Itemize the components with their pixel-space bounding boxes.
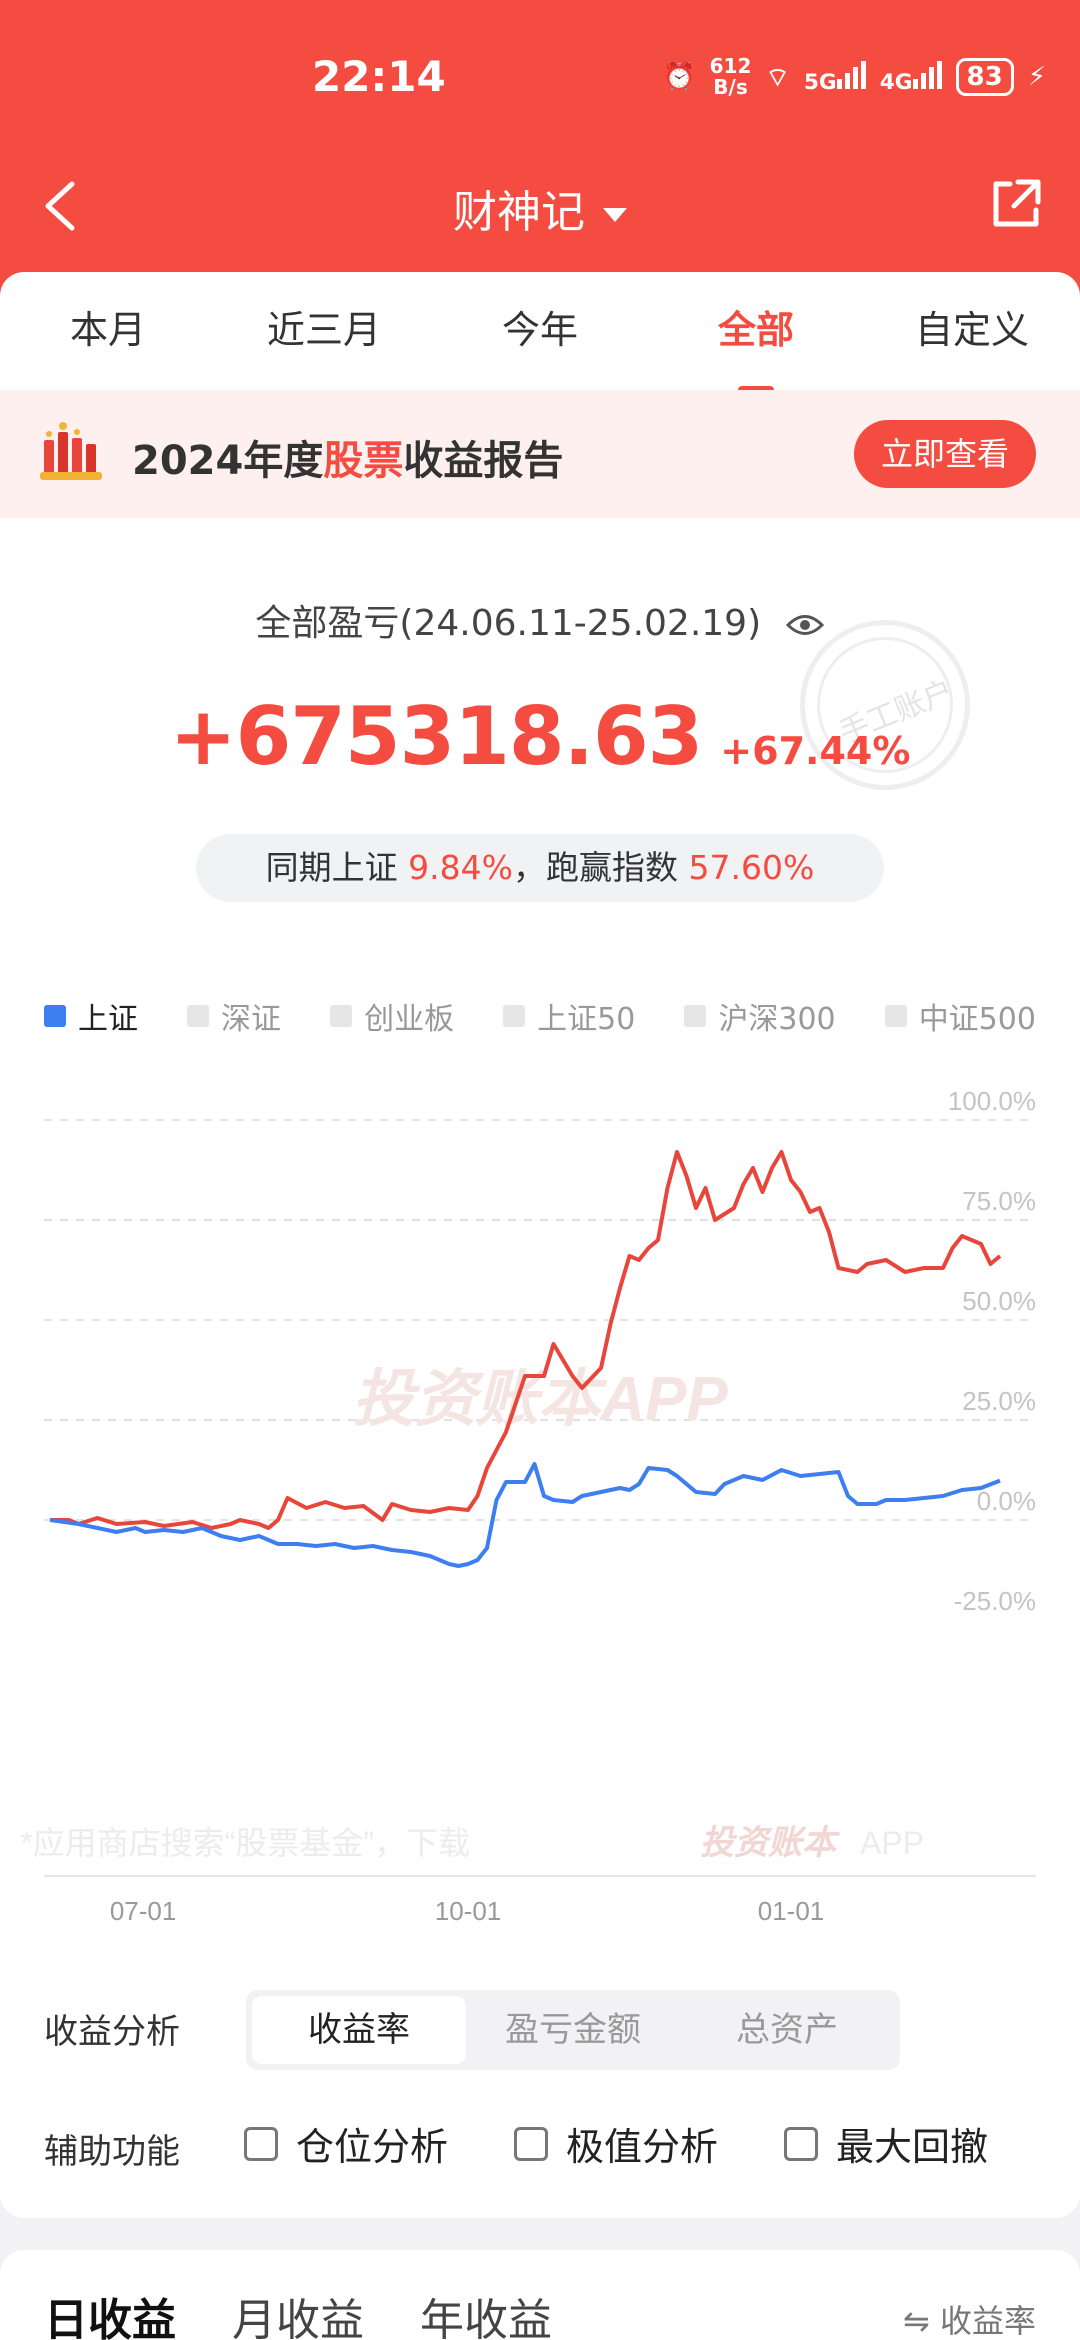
checkbox-icon: [44, 1005, 66, 1027]
checkbox-icon: [784, 2126, 818, 2161]
chart-footer-note: *应用商店搜索“股票基金”，下载: [20, 1825, 470, 1861]
x-tick-label: 07-01: [110, 1896, 177, 1926]
charging-icon: ⚡: [1027, 62, 1046, 92]
tab-last-three-months[interactable]: 近三月: [266, 308, 381, 352]
pl-amount: +675318.63: [169, 690, 704, 783]
checkbox-icon: [187, 1005, 210, 1027]
seg-total-assets[interactable]: 总资产: [736, 2010, 838, 2050]
status-bar: 22:14 ⏰ 612 B/s ⌔ 5G 4G 83 ⚡: [0, 0, 1080, 160]
manual-account-stamp: 手工账户: [800, 620, 970, 790]
y-tick-label: 50.0%: [962, 1286, 1036, 1316]
checkbox-icon: [244, 2126, 278, 2161]
battery-indicator: 83: [955, 58, 1014, 96]
period-tabs: 本月 近三月 今年 全部 自定义: [0, 300, 1080, 394]
aux-label: 辅助功能: [44, 2132, 180, 2172]
report-banner[interactable]: 2024年度股票收益报告 立即查看: [0, 390, 1080, 518]
legend-chinext[interactable]: 创业板: [330, 996, 454, 1037]
eye-icon[interactable]: [785, 610, 825, 640]
analysis-row: 收益分析 收益率 盈亏金额 总资产: [44, 1990, 1044, 2070]
legend-csi500[interactable]: 中证500: [884, 996, 1036, 1037]
view-now-button[interactable]: 立即查看: [854, 420, 1036, 488]
legend-sse50[interactable]: 上证50: [503, 996, 635, 1037]
pl-percent: +67.44%: [720, 729, 911, 773]
shanghai-index-line: [49, 1462, 1001, 1568]
analysis-segment: 收益率 盈亏金额 总资产: [246, 1990, 900, 2070]
account-title: 财神记: [453, 187, 585, 238]
nav-bar: 财神记: [0, 170, 1080, 240]
legend-shenzhen[interactable]: 深证: [187, 996, 281, 1037]
firecracker-icon: [40, 422, 102, 480]
seg-pl-amount[interactable]: 盈亏金额: [505, 2010, 641, 2050]
analysis-label: 收益分析: [44, 2012, 180, 2052]
y-tick-label: 75.0%: [962, 1186, 1036, 1216]
signal-4g-icon: 4G: [880, 59, 942, 96]
pl-title: 全部盈亏(24.06.11-25.02.19): [0, 594, 1080, 646]
income-tabs: 日收益 月收益 年收益: [44, 2284, 552, 2340]
wifi-icon: ⌔: [765, 62, 790, 93]
checkbox-icon: [330, 1005, 353, 1027]
app-header: [0, 0, 1080, 300]
x-tick-label: 10-01: [435, 1896, 502, 1926]
total-pl: +675318.63 +67.44%: [0, 690, 1080, 783]
back-arrow-icon[interactable]: [36, 176, 86, 236]
checkbox-icon: [884, 1005, 907, 1027]
tab-yearly-income[interactable]: 年收益: [420, 2295, 552, 2340]
sort-toggle[interactable]: ⇋ 收益率: [903, 2302, 1036, 2340]
account-selector[interactable]: 财神记: [0, 176, 1080, 240]
status-time: 22:14: [312, 52, 446, 101]
chevron-down-icon: [603, 208, 627, 222]
y-tick-label: 0.0%: [977, 1486, 1036, 1516]
index-legend: 上证 深证 创业板 上证50 沪深300 中证500: [44, 996, 1036, 1037]
aux-row: 辅助功能 仓位分析 极值分析 最大回撤: [44, 2110, 1044, 2180]
net-speed: 612 B/s: [709, 54, 752, 99]
return-chart[interactable]: 投资账本APP 100.0%75.0%50.0%25.0%0.0%-25.0% …: [0, 1080, 1080, 1940]
max-drawdown-checkbox[interactable]: 最大回撤: [784, 2116, 988, 2171]
chart-footer-app: APP: [860, 1825, 924, 1861]
legend-shanghai[interactable]: 上证: [44, 996, 138, 1037]
tab-this-month[interactable]: 本月: [69, 308, 146, 352]
tab-all[interactable]: 全部: [648, 300, 864, 394]
seg-return-rate[interactable]: 收益率: [252, 1996, 466, 2064]
y-tick-label: 100.0%: [948, 1086, 1036, 1116]
bottom-card: [0, 2250, 1080, 2340]
status-icons: ⏰ 612 B/s ⌔ 5G 4G 83 ⚡: [663, 56, 1046, 98]
extreme-analysis-checkbox[interactable]: 极值分析: [514, 2116, 718, 2171]
position-analysis-checkbox[interactable]: 仓位分析: [244, 2116, 448, 2171]
index-compare: 同期上证 9.84%，跑赢指数 57.60%: [196, 834, 884, 902]
legend-csi300[interactable]: 沪深300: [684, 996, 836, 1037]
y-tick-label: -25.0%: [954, 1586, 1036, 1616]
checkbox-icon: [514, 2126, 548, 2161]
tab-monthly-income[interactable]: 月收益: [232, 2295, 364, 2340]
tab-custom[interactable]: 自定义: [914, 308, 1029, 352]
chart-footer-brand: 投资账本: [700, 1824, 840, 1862]
x-tick-label: 01-01: [758, 1896, 825, 1926]
checkbox-icon: [684, 1005, 707, 1027]
tab-daily-income[interactable]: 日收益: [44, 2295, 176, 2340]
checkbox-icon: [503, 1005, 526, 1027]
signal-5g-icon: 5G: [804, 59, 866, 96]
share-icon[interactable]: [988, 176, 1044, 232]
main-card: [0, 272, 1080, 2218]
banner-text: 2024年度股票收益报告: [132, 438, 564, 484]
tab-this-year[interactable]: 今年: [501, 308, 578, 352]
y-tick-label: 25.0%: [962, 1386, 1036, 1416]
alarm-icon: ⏰: [663, 62, 696, 92]
portfolio-return-line: [50, 1150, 1002, 1530]
